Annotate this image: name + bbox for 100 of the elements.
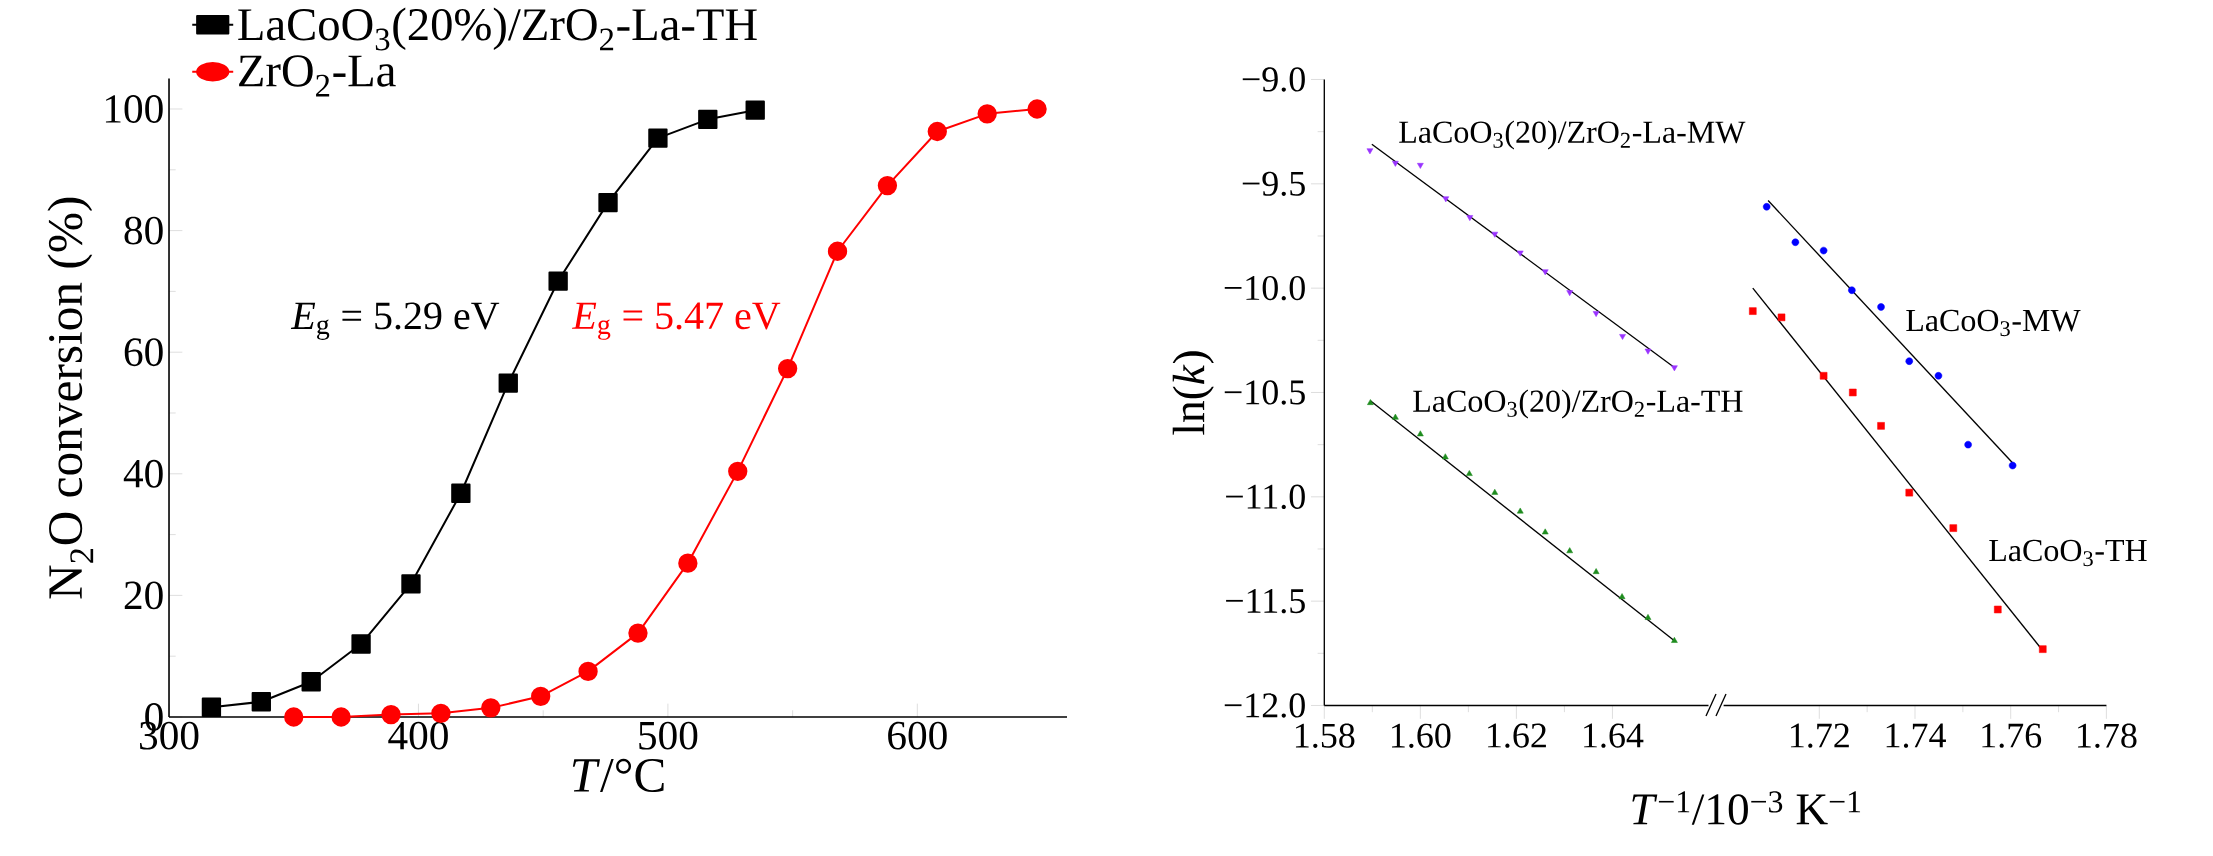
point	[1949, 524, 1958, 532]
y-tick-label: −9.0	[1242, 67, 1305, 92]
series-label: LaCoO$_{3}$-TH	[1989, 539, 2147, 567]
series-label: LaCoO$_{3}$(20)/ZrO$_{2}$-La-TH	[1413, 389, 1743, 419]
x-tick-label: 1.76	[1982, 723, 2042, 748]
x-tick-label: 600	[888, 721, 947, 750]
point	[1749, 307, 1757, 315]
point	[877, 175, 898, 196]
point	[1417, 163, 1424, 169]
point	[648, 128, 668, 148]
point	[1791, 238, 1800, 246]
point	[1566, 290, 1573, 297]
point	[1366, 148, 1374, 155]
annotation: E$_{g}$ = 5.29 eV	[290, 302, 500, 340]
x-tick-label: 1.60	[1392, 723, 1451, 748]
point	[2039, 645, 2047, 653]
y-tick-label: −9.5	[1242, 171, 1305, 196]
point	[1027, 99, 1047, 119]
point	[1671, 365, 1678, 372]
point	[1671, 637, 1678, 643]
point	[777, 358, 798, 379]
point	[1618, 593, 1626, 599]
point	[1466, 470, 1473, 476]
y-tick-label: −11.5	[1226, 589, 1305, 614]
point	[481, 698, 501, 718]
point	[1994, 605, 2002, 614]
y-tick-label: 100	[105, 95, 163, 123]
point	[728, 461, 748, 482]
point	[1541, 269, 1549, 276]
point	[531, 686, 551, 706]
point	[548, 271, 568, 291]
y-axis-title: N$_{2}$O conversion (%)	[47, 197, 94, 599]
point	[1777, 313, 1786, 322]
point	[1541, 528, 1549, 535]
point	[1491, 231, 1499, 238]
point	[1848, 286, 1856, 294]
point	[251, 692, 271, 712]
series-label: LaCoO$_{3}$(20)/ZrO$_{2}$-La-MW	[1399, 120, 1746, 150]
point	[578, 661, 598, 682]
x-tick-label: 1.64	[1584, 723, 1644, 748]
legend-label: ZrO$_{2}$-La	[239, 55, 396, 97]
point	[745, 100, 765, 120]
x-tick-label: 1.62	[1488, 723, 1546, 748]
point	[1442, 453, 1449, 460]
y-axis-title: ln(k)	[1172, 351, 1214, 435]
point	[451, 483, 471, 503]
y-tick-label: −12.0	[1224, 693, 1305, 718]
series-label: LaCoO$_{3}$-MW	[1906, 309, 2081, 337]
point	[1619, 334, 1626, 340]
point	[1934, 372, 1943, 380]
point	[628, 623, 648, 643]
x-tick-label: 500	[639, 721, 698, 750]
y-tick-label: 60	[124, 338, 163, 367]
y-tick-label: −11.0	[1226, 484, 1305, 510]
point	[401, 574, 421, 594]
point	[1644, 348, 1652, 355]
point	[1491, 488, 1499, 495]
y-tick-label: −10.0	[1224, 275, 1305, 301]
y-tick-label: −10.5	[1224, 380, 1305, 405]
point	[1516, 507, 1524, 514]
x-axis-title: T$^{−1}$/10$^{−3}$ K$^{−1}$	[1632, 791, 1861, 825]
point	[1819, 246, 1828, 255]
point	[1964, 440, 1972, 449]
point	[498, 373, 518, 393]
legend-label: LaCoO$_{3}$(20%)/ZrO$_{2}$-La-TH	[238, 7, 757, 51]
point	[1762, 203, 1771, 211]
y-tick-label: 20	[124, 581, 163, 610]
point	[1417, 430, 1424, 437]
point	[284, 707, 304, 727]
y-tick-label: 80	[124, 216, 163, 245]
point	[827, 241, 848, 261]
point	[1877, 422, 1885, 430]
point	[1819, 372, 1828, 380]
point	[1367, 399, 1374, 405]
point	[977, 104, 997, 124]
y-tick-label: 40	[123, 459, 163, 488]
point	[1644, 614, 1652, 620]
point	[1392, 160, 1399, 167]
x-tick-label: 1.72	[1790, 723, 1849, 748]
point	[431, 703, 451, 723]
point	[1592, 568, 1600, 574]
x-axis-title: T/°C	[572, 758, 664, 793]
point	[1592, 311, 1600, 317]
point	[1877, 303, 1885, 311]
point	[1905, 488, 1913, 497]
point	[1392, 413, 1399, 420]
point	[1516, 250, 1524, 257]
point	[678, 553, 698, 573]
point	[1566, 547, 1573, 554]
x-tick-label: 1.58	[1295, 723, 1355, 748]
point	[927, 121, 947, 142]
point	[1466, 215, 1474, 221]
point	[331, 707, 351, 727]
x-tick-label: 1.78	[2078, 723, 2137, 748]
x-tick-label: 400	[388, 721, 448, 750]
point	[1849, 388, 1857, 397]
point	[1905, 357, 1913, 365]
point	[201, 697, 222, 717]
point	[2008, 461, 2017, 470]
point	[351, 634, 371, 654]
